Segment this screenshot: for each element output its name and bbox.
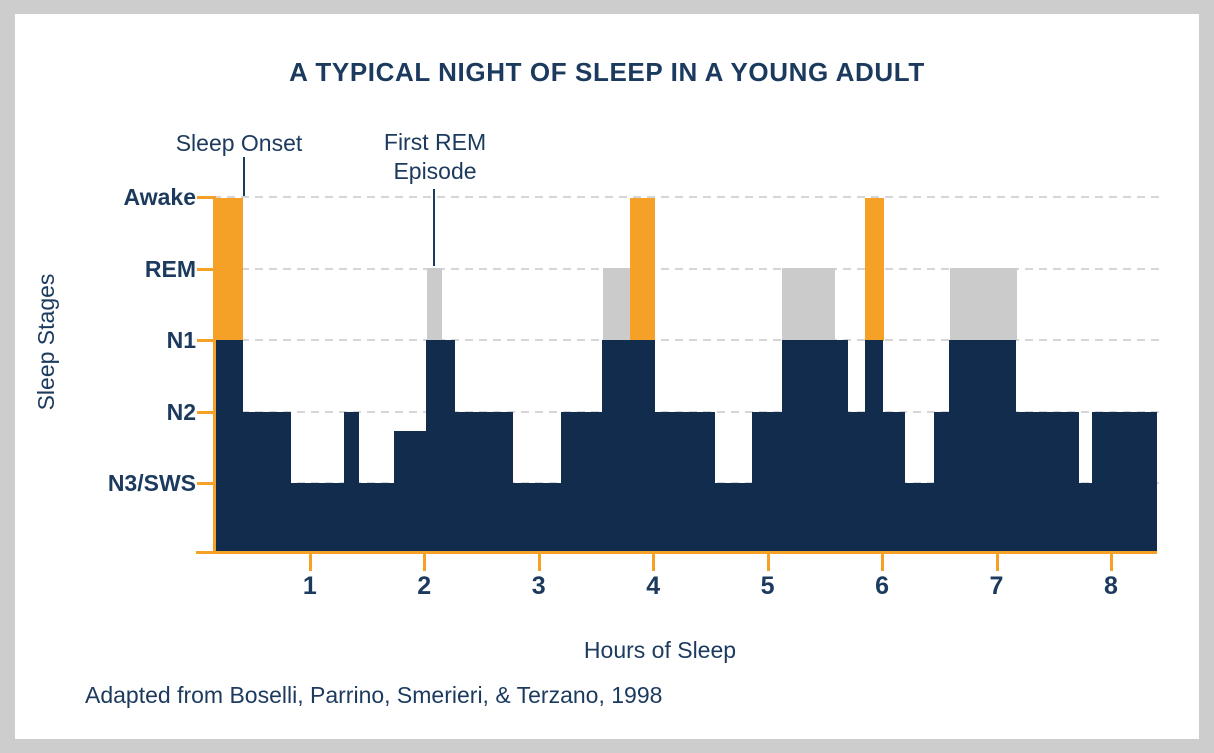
- x-tick-2: [423, 554, 427, 571]
- stage-segment-n3-sws: [290, 483, 345, 552]
- hour-label-2: 2: [417, 572, 432, 600]
- stage-segment-n2: [1015, 411, 1080, 552]
- hour-label-7: 7: [989, 572, 1004, 600]
- stage-label-n2: N2: [166, 398, 196, 425]
- hour-label-8: 8: [1103, 572, 1118, 600]
- stage-segment-n1: [833, 340, 848, 552]
- stage-segment-n2: [343, 411, 360, 552]
- gridline-n1: [213, 339, 1160, 341]
- hour-label-5: 5: [760, 572, 775, 600]
- stage-segment-awake: [629, 340, 655, 552]
- x-tick-4: [652, 554, 656, 571]
- stage-label-n1: N1: [166, 327, 196, 353]
- stage-segment-n3-sws: [1078, 483, 1093, 552]
- stage-segment-n2: [561, 411, 604, 552]
- x-axis-line: [196, 551, 1157, 554]
- x-axis-title: Hours of Sleep: [583, 637, 737, 663]
- stage-segment-n2: [241, 411, 291, 552]
- awake-bar: [630, 198, 655, 341]
- y-tick-rem: [197, 267, 213, 271]
- rem-bar: [602, 268, 631, 341]
- awake-bar: [864, 198, 884, 341]
- x-tick-5: [766, 554, 770, 571]
- y-tick-awake: [197, 196, 213, 199]
- x-tick-6: [881, 554, 885, 571]
- x-tick-1: [308, 554, 312, 571]
- hour-label-1: 1: [302, 572, 317, 600]
- sleep-onset-pointer-line: [243, 157, 245, 196]
- stage-segment-rem: [426, 340, 442, 552]
- stage-segment-rem: [949, 340, 1017, 552]
- hour-label-4: 4: [646, 572, 661, 600]
- y-tick-n3-sws: [197, 482, 213, 485]
- rem-bar: [426, 268, 442, 341]
- stage-segment-n2: [752, 411, 783, 552]
- x-tick-3: [537, 554, 541, 571]
- first-rem-annotation-line1: First REM: [383, 129, 487, 155]
- hour-label-3: 3: [531, 572, 546, 600]
- x-tick-8: [1109, 554, 1113, 571]
- y-tick-n2: [197, 410, 213, 414]
- first-rem-annotation: First REM Episode: [345, 128, 525, 186]
- rem-bar: [782, 268, 835, 341]
- stage-label-n3-sws: N3/SWS: [107, 470, 196, 496]
- gridline-rem: [213, 267, 1160, 270]
- stage-segment-n3-sws: [904, 483, 935, 552]
- gridline-awake: [213, 196, 1160, 198]
- stage-segment-n2: [934, 411, 950, 552]
- stage-segment-awake: [214, 340, 243, 552]
- source-caption: Adapted from Boselli, Parrino, Smerieri,…: [85, 682, 663, 708]
- sleep-onset-annotation: Sleep Onset: [175, 130, 303, 156]
- chart-title: A TYPICAL NIGHT OF SLEEP IN A YOUNG ADUL…: [289, 57, 925, 87]
- stage-segment-n2: [1092, 411, 1158, 552]
- stage-segment-awake: [864, 340, 884, 552]
- rem-bar: [949, 268, 1017, 341]
- stage-segment-n2: [653, 411, 716, 552]
- first-rem-pointer-line: [433, 189, 435, 266]
- stage-segment-n2: [394, 430, 427, 552]
- hour-label-6: 6: [875, 572, 889, 600]
- x-tick-7: [995, 554, 999, 571]
- y-axis-line: [212, 196, 216, 554]
- stage-segment-n3-sws: [358, 483, 395, 552]
- stage-segment-n2: [454, 411, 513, 552]
- stage-segment-n2: [882, 411, 906, 552]
- stage-segment-n3-sws: [714, 483, 753, 552]
- awake-bar: [214, 198, 243, 341]
- stage-segment-n3-sws: [512, 483, 562, 552]
- stage-label-awake: Awake: [123, 184, 196, 210]
- stage-segment-n2: [847, 411, 866, 552]
- y-axis-title: Sleep Stages: [33, 273, 59, 411]
- first-rem-annotation-line2: Episode: [393, 158, 477, 184]
- stage-label-rem: REM: [144, 255, 196, 282]
- stage-segment-rem: [782, 340, 835, 552]
- y-tick-n1: [197, 339, 213, 342]
- stage-segment-n1: [441, 340, 456, 552]
- stage-segment-rem: [602, 340, 631, 552]
